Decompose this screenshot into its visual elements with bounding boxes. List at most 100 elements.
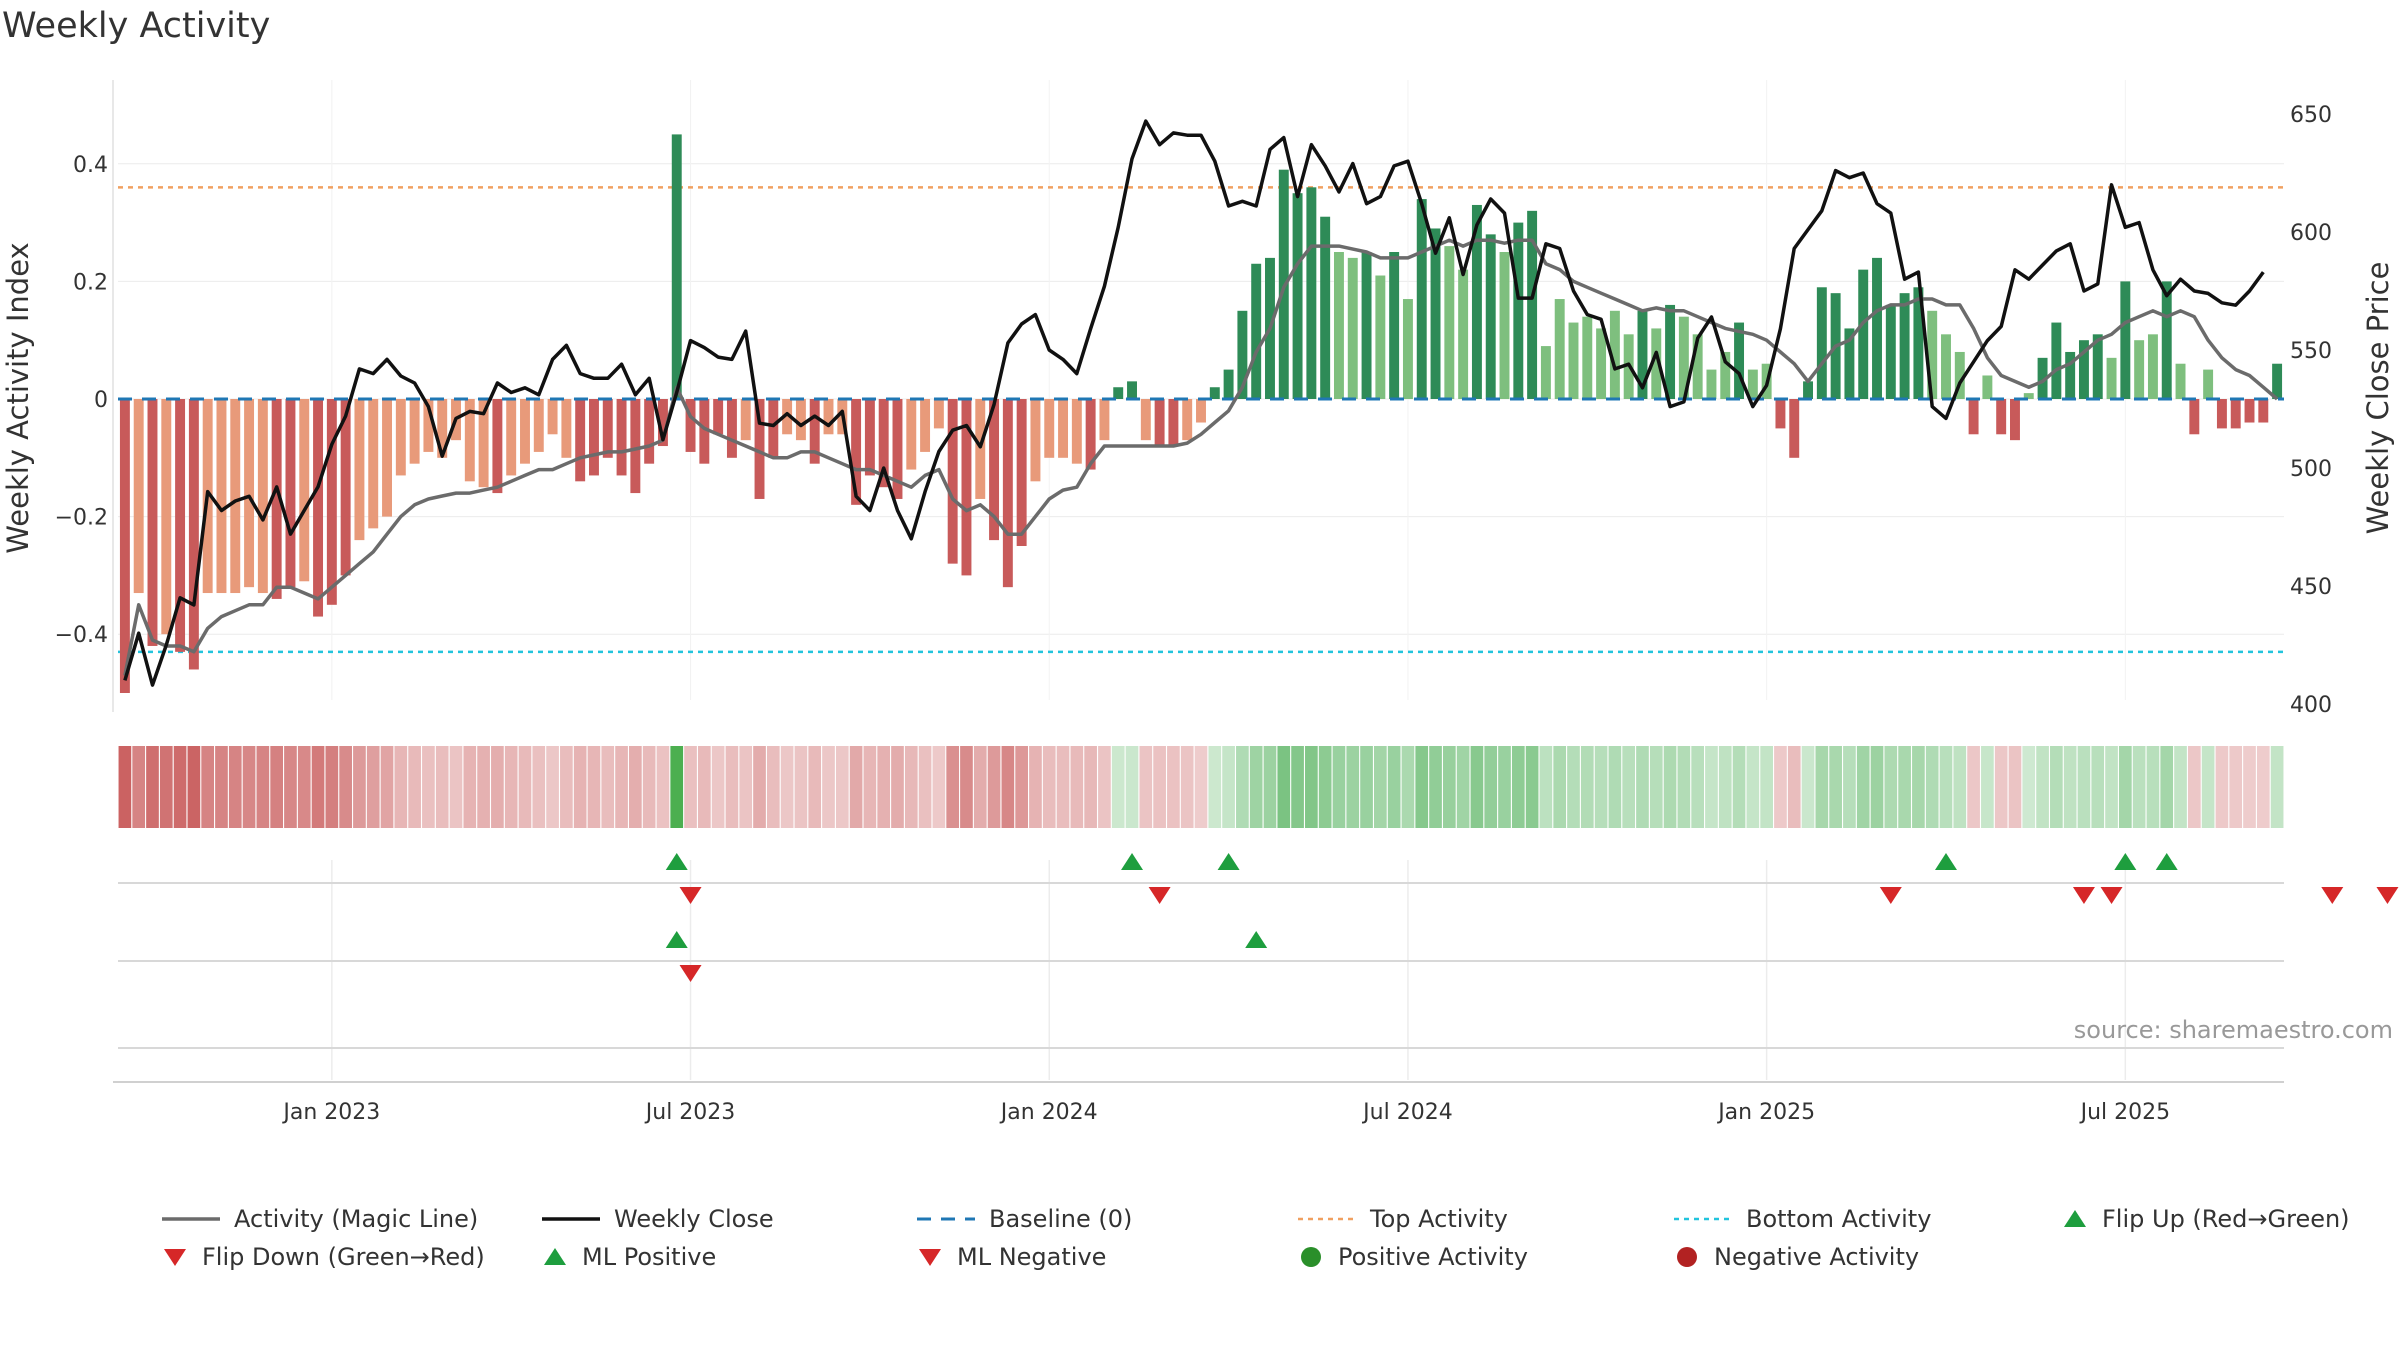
activity-bar [1196, 399, 1206, 423]
flip-down-marker [2100, 887, 2123, 904]
activity-bar [1968, 399, 1979, 435]
heat-strip-cell [449, 746, 463, 828]
activity-bar [561, 399, 572, 458]
activity-bar [2244, 399, 2255, 423]
legend-item-flipup: Flip Up (Red→Green) [2060, 1205, 2350, 1233]
heat-strip-cell [601, 746, 615, 828]
activity-bar [1844, 328, 1855, 399]
heat-strip-cell [311, 746, 325, 828]
heat-strip-cell [932, 746, 946, 828]
activity-bar [1996, 399, 2007, 435]
activity-bar [602, 399, 613, 458]
activity-bar [423, 399, 434, 452]
x-tick-label: Jul 2024 [1361, 1100, 1453, 1125]
legend-label: Flip Up (Red→Green) [2102, 1205, 2350, 1233]
activity-bar [1747, 369, 1758, 399]
flip-down-marker [2376, 887, 2399, 904]
activity-bar [257, 399, 268, 594]
activity-bar [1471, 204, 1482, 399]
heat-strip-cell [215, 746, 228, 828]
heat-strip-cell [1180, 746, 1194, 828]
activity-bar [2203, 369, 2214, 399]
heat-strip-cell [1098, 746, 1111, 828]
heat-strip-cell [1594, 746, 1608, 828]
activity-bar [285, 399, 296, 588]
activity-bar [1223, 369, 1234, 399]
heat-strip-cell [518, 746, 532, 828]
heat-strip-cell [1898, 746, 1911, 828]
legend-item-baseline: Baseline (0) [915, 1205, 1132, 1233]
heat-strip-cell [1718, 746, 1732, 828]
ml-positive-marker [1245, 931, 1268, 948]
heat-strip-cell [1291, 746, 1304, 828]
triangle-down-icon [919, 1249, 941, 1266]
heat-strip-cell [904, 746, 918, 828]
activity-bar [1444, 246, 1455, 399]
legend-label: Negative Activity [1714, 1243, 1920, 1271]
activity-bar [1858, 269, 1869, 399]
activity-bar [1734, 322, 1745, 399]
heat-strip-cell [1608, 746, 1622, 828]
activity-bar [685, 399, 696, 452]
activity-bar [2037, 357, 2048, 399]
heat-strip-cell [2091, 746, 2105, 828]
flip-down-marker [679, 887, 702, 904]
activity-bar [1058, 399, 1069, 458]
heat-strip-cell [463, 746, 477, 828]
heat-strip-cell [753, 746, 766, 828]
heat-strip-cell [946, 746, 960, 828]
activity-bar [2065, 351, 2076, 399]
heat-strip-cell [2105, 746, 2118, 828]
activity-bar [368, 399, 379, 529]
heat-strip-cell [684, 746, 697, 828]
y-left-tick-label: −0.2 [55, 506, 108, 531]
heat-strip-cell [697, 746, 711, 828]
heat-strip-cell [270, 746, 284, 828]
activity-bar [1320, 216, 1331, 399]
heat-strip-cell [2215, 746, 2229, 828]
heat-strip-cell [1470, 746, 1484, 828]
heat-strip-cell [1401, 746, 1415, 828]
heat-strip-cell [1691, 746, 1705, 828]
x-tick-label: Jul 2023 [644, 1100, 736, 1125]
heat-strip-cell [491, 746, 504, 828]
activity-bar [1333, 252, 1344, 399]
activity-bar [2051, 322, 2062, 399]
activity-bar [1499, 252, 1510, 399]
y-left-tick-label: 0.4 [73, 153, 108, 178]
activity-bar [2230, 399, 2241, 429]
activity-bar [768, 399, 779, 458]
heat-strip-cell [159, 746, 173, 828]
top-activity-swatch-icon [1298, 1217, 1356, 1221]
heat-strip-cell [877, 746, 891, 828]
heat-strip-cell [1056, 746, 1070, 828]
heat-strip-cell [1498, 746, 1511, 828]
heat-strip-cell [1456, 746, 1470, 828]
activity-bar [713, 399, 724, 435]
activity-bar [2023, 393, 2034, 399]
y-right-tick-label: 550 [2290, 339, 2332, 364]
legend-item-posact: Positive Activity [1296, 1243, 1528, 1271]
flip-down-marker [2072, 887, 2095, 904]
chart-title: Weekly Activity [2, 6, 271, 46]
activity-bar [244, 399, 255, 588]
flip-up-marker [1934, 853, 1957, 870]
activity-bar [147, 399, 158, 646]
y-left-tick-label: −0.4 [55, 623, 108, 648]
activity-bar [2175, 363, 2186, 399]
flip-up-marker [1217, 853, 1240, 870]
activity-bar [1554, 299, 1565, 399]
heat-strip-cell [228, 746, 242, 828]
magic-line [123, 238, 2279, 676]
flip-up-marker [2114, 853, 2137, 870]
heat-strip-cell [766, 746, 780, 828]
activity-bar [795, 399, 806, 441]
heat-strip-cell [201, 746, 215, 828]
activity-bar [464, 399, 475, 482]
heat-strip-cell [1346, 746, 1360, 828]
activity-bar [1044, 399, 1055, 458]
legend-label: Activity (Magic Line) [234, 1205, 479, 1233]
activity-bar [1637, 310, 1648, 399]
heat-strip-cell [835, 746, 849, 828]
activity-bar [382, 399, 392, 517]
